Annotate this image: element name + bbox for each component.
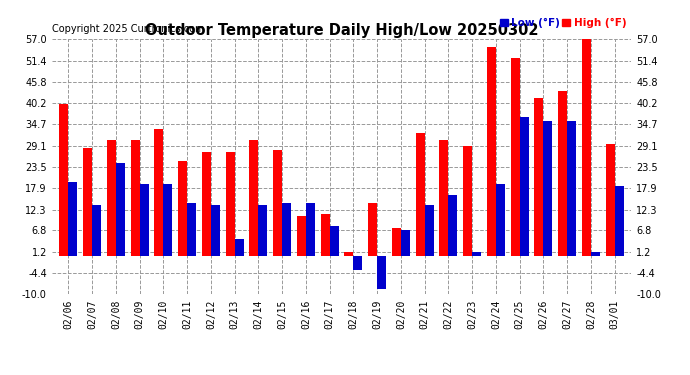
Bar	[520, 117, 529, 256]
Bar	[116, 163, 125, 256]
Bar	[424, 205, 434, 257]
Bar	[544, 121, 553, 256]
Bar	[202, 152, 211, 256]
Bar	[615, 186, 624, 256]
Bar	[448, 195, 457, 256]
Bar	[321, 214, 330, 256]
Bar	[368, 203, 377, 256]
Bar	[401, 230, 410, 256]
Bar	[511, 58, 520, 256]
Bar	[130, 140, 139, 256]
Bar	[330, 226, 339, 256]
Title: Outdoor Temperature Daily High/Low 20250302: Outdoor Temperature Daily High/Low 20250…	[145, 23, 538, 38]
Bar	[606, 144, 615, 256]
Bar	[344, 252, 353, 257]
Bar	[582, 39, 591, 256]
Bar	[591, 252, 600, 257]
Bar	[92, 205, 101, 257]
Bar	[377, 256, 386, 289]
Bar	[282, 203, 291, 256]
Text: Copyright 2025 Curtronics.com: Copyright 2025 Curtronics.com	[52, 24, 204, 34]
Bar	[259, 205, 268, 257]
Bar	[164, 184, 172, 256]
Bar	[249, 140, 259, 256]
Bar	[487, 47, 496, 256]
Bar	[59, 104, 68, 256]
Bar	[235, 239, 244, 256]
Bar	[273, 150, 282, 256]
Bar	[558, 91, 567, 256]
Bar	[107, 140, 116, 256]
Bar	[415, 133, 424, 256]
Bar	[392, 228, 401, 256]
Bar	[297, 216, 306, 256]
Bar	[535, 98, 544, 256]
Bar	[68, 182, 77, 256]
Bar	[472, 252, 481, 257]
Bar	[567, 121, 576, 256]
Bar	[211, 205, 220, 257]
Bar	[178, 161, 187, 256]
Bar	[440, 140, 449, 256]
Bar	[139, 184, 148, 256]
Bar	[226, 152, 235, 256]
Bar	[353, 256, 362, 270]
Legend: Low (°F), High (°F): Low (°F), High (°F)	[500, 18, 626, 28]
Bar	[306, 203, 315, 256]
Bar	[155, 129, 164, 256]
Bar	[463, 146, 472, 256]
Bar	[496, 184, 505, 256]
Bar	[187, 203, 196, 256]
Bar	[83, 148, 92, 256]
